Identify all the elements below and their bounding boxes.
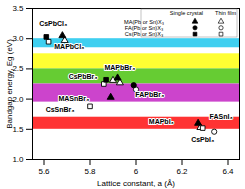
svg-text:Single crystal: Single crystal (170, 10, 203, 16)
svg-text:FASnI₃: FASnI₃ (210, 113, 233, 120)
svg-text:Lattice constant, a (Å): Lattice constant, a (Å) (97, 179, 175, 188)
svg-text:FAPbBr₃: FAPbBr₃ (135, 91, 164, 98)
svg-text:MA(Pb or Sn)X₃: MA(Pb or Sn)X₃ (124, 19, 164, 25)
svg-text:MASnBr₃: MASnBr₃ (58, 95, 89, 102)
svg-text:MAPbI₃: MAPbI₃ (149, 118, 174, 125)
svg-text:1.5: 1.5 (12, 124, 24, 134)
svg-text:Bandgap energy, Eg (eV): Bandgap energy, Eg (eV) (5, 39, 14, 129)
svg-text:1.0: 1.0 (12, 155, 24, 164)
svg-text:FA(Pb or Sn)X₃: FA(Pb or Sn)X₃ (125, 25, 163, 31)
svg-text:2.5: 2.5 (12, 64, 24, 74)
svg-text:5.6: 5.6 (38, 167, 50, 176)
svg-text:Cs(Pb or Sn)X₃: Cs(Pb or Sn)X₃ (125, 31, 163, 37)
svg-text:6: 6 (134, 167, 139, 176)
svg-text:5.8: 5.8 (84, 167, 96, 176)
svg-text:6.2: 6.2 (176, 167, 188, 176)
svg-text:2.0: 2.0 (12, 94, 24, 104)
svg-text:CsPbI₃: CsPbI₃ (191, 136, 214, 143)
svg-text:CsPbBr₃: CsPbBr₃ (69, 73, 98, 80)
svg-text:6.4: 6.4 (222, 167, 234, 176)
svg-text:3.5: 3.5 (12, 4, 24, 13)
svg-text:Thin film: Thin film (215, 10, 236, 16)
svg-text:3.0: 3.0 (12, 34, 24, 44)
svg-text:MAPbBr₃: MAPbBr₃ (104, 64, 135, 71)
svg-text:MAPbCl₃: MAPbCl₃ (54, 43, 84, 50)
svg-text:CsSnBr₃: CsSnBr₃ (46, 106, 75, 113)
svg-text:CsPbCl₃: CsPbCl₃ (39, 20, 67, 27)
